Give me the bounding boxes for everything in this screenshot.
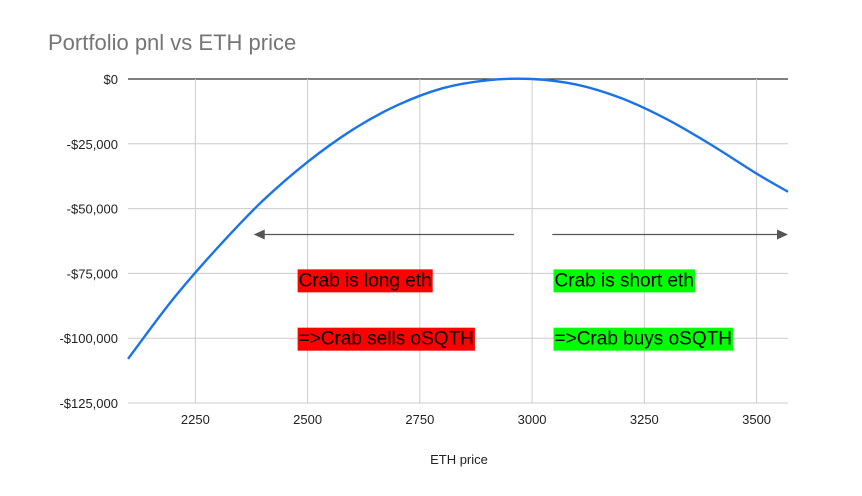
y-tick-label: $0	[104, 72, 118, 87]
annotation: Crab is long eth	[297, 269, 433, 293]
series-line	[127, 77, 789, 360]
y-tick-label: -$125,000	[59, 396, 118, 411]
grid	[128, 78, 788, 404]
annotation-layer: Crab is long eth =>Crab sells oSQTH Crab i…	[297, 269, 733, 351]
annotation: =>Crab sells oSQTH	[297, 327, 475, 351]
y-axis: $0 -$25,000 -$50,000 -$75,000 -$100,000 -$125…	[59, 72, 118, 411]
arrow-layer	[253, 229, 788, 240]
x-tick-label: 2750	[405, 412, 434, 427]
x-tick-label: 3000	[518, 412, 547, 427]
arrow-head	[253, 229, 265, 240]
y-tick-label: -$50,000	[67, 202, 118, 217]
annotation-text: Crab is long eth	[299, 270, 432, 291]
arrow-head	[777, 229, 788, 240]
annotation-text: Crab is short eth	[555, 270, 694, 291]
annotation: =>Crab buys oSQTH	[553, 327, 733, 351]
x-tick-label: 3500	[742, 412, 771, 427]
annotation-highlight	[297, 327, 475, 351]
annotation-text: =>Crab sells oSQTH	[299, 329, 474, 350]
x-tick-label: 3250	[630, 412, 659, 427]
y-tick-label: -$75,000	[67, 266, 118, 281]
series-layer	[127, 77, 789, 360]
y-tick-label: -$100,000	[59, 331, 118, 346]
annotation: Crab is short eth	[553, 269, 695, 293]
x-tick-label: 2250	[181, 412, 210, 427]
y-tick-label: -$25,000	[67, 137, 118, 152]
chart-title: Portfolio pnl vs ETH price	[48, 30, 296, 55]
x-axis-label: ETH price	[430, 452, 488, 467]
x-axis: 2250 2500 2750 3000 3250 3500	[181, 412, 771, 427]
annotation-highlight	[553, 269, 695, 293]
annotation-highlight	[553, 327, 733, 351]
x-tick-label: 2500	[293, 412, 322, 427]
annotation-highlight	[297, 269, 433, 293]
annotation-text: =>Crab buys oSQTH	[555, 329, 732, 350]
